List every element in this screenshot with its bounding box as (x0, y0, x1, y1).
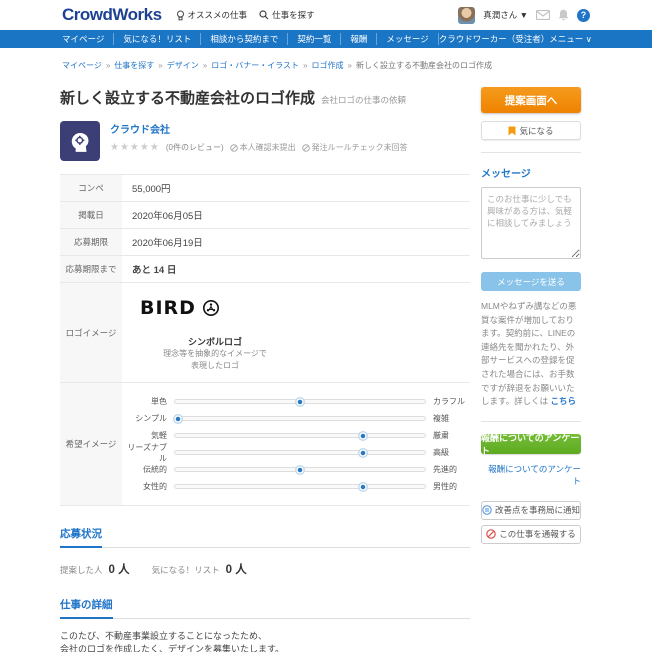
crumb-logo-creation[interactable]: ロゴ作成 (311, 61, 344, 70)
slider-knob[interactable] (357, 430, 368, 441)
not-answered-icon (301, 143, 310, 152)
nav-rewards[interactable]: 報酬 (341, 33, 378, 45)
application-status-heading: 応募状況 (60, 524, 470, 548)
report-job-button[interactable]: この仕事を通報する (481, 524, 581, 544)
lightbulb-icon (176, 10, 185, 21)
logo-mark-icon (202, 300, 219, 316)
recommended-jobs-link[interactable]: オススメの仕事 (176, 9, 247, 21)
crumb-mypage[interactable]: マイページ (62, 61, 102, 70)
crumb-logo-banner[interactable]: ロゴ・バナー・イラスト (211, 61, 300, 70)
notify-improvement-button[interactable]: 改善点を事務局に通知 (481, 500, 581, 520)
slider-color: 単色 カラフル (151, 396, 465, 407)
page-title: 新しく設立する不動産会社のロゴ作成 会社ロゴの仕事の依頼 (60, 90, 407, 107)
slider-formality: 気軽 厳粛 (151, 430, 449, 441)
mlm-warning-text: MLMやねずみ講などの悪質な案件が増加しております。契約前に、LINEの連絡先を… (481, 301, 577, 407)
mail-icon[interactable] (536, 10, 550, 20)
not-verified-icon (229, 143, 238, 152)
rating-stars: ★★★★★ (110, 142, 160, 153)
user-menu[interactable]: 真潤さん ▼ (483, 10, 528, 20)
slider-knob[interactable] (357, 447, 368, 458)
slider-complexity: シンプル 複雑 (135, 413, 449, 424)
table-row-days-left: 応募期限まで あと 14 日 (60, 256, 470, 283)
divider (481, 420, 581, 422)
slider-knob[interactable] (295, 464, 305, 475)
slider-knob[interactable] (357, 481, 368, 492)
job-info-table: コンペ 55,000円 掲載日 2020年06月05日 応募期限 2020年06… (60, 174, 470, 506)
slider-modernity: 伝統的 先進的 (143, 464, 457, 475)
propose-button[interactable]: 提案画面へ (481, 87, 581, 113)
send-message-button[interactable]: メッセージを送る (481, 272, 581, 291)
client-avatar[interactable] (60, 121, 100, 161)
identity-badge: 本人確認未提出 (229, 142, 296, 153)
favorite-button[interactable]: 気になる (481, 121, 581, 140)
favorited-count: 気になる！リスト 0 人 (151, 564, 247, 576)
slider-luxury: リーズナブル 高級 (127, 442, 449, 463)
top-header: CrowdWorks オススメの仕事 仕事を探す 真潤さん ▼ ? (0, 0, 652, 30)
client-block: クラウド会社 ★★★★★ (0件のレビュー) 本人確認未提出 発注ルールチェック… (60, 121, 470, 161)
table-row-posted: 掲載日 2020年06月05日 (60, 202, 470, 229)
nav-messages[interactable]: メッセージ (377, 33, 439, 45)
message-heading: メッセージ (481, 169, 531, 180)
search-jobs-link[interactable]: 仕事を探す (259, 9, 315, 21)
slider-knob[interactable] (172, 413, 183, 424)
nav-favorites[interactable]: 気になる！リスト (114, 33, 202, 45)
table-row-type: コンペ 55,000円 (60, 175, 470, 202)
message-input[interactable] (481, 187, 581, 259)
bell-icon[interactable] (558, 9, 569, 21)
breadcrumb: マイページ » 仕事を探す » デザイン » ロゴ・バナー・イラスト » ロゴ作… (62, 61, 492, 70)
search-icon (259, 10, 269, 20)
job-detail-text: このたび、不動産事業設立することになったため、 会社のロゴを作成したく、デザイン… (60, 631, 285, 652)
proposed-count: 提案した人 0 人 (60, 564, 130, 576)
help-icon[interactable]: ? (577, 8, 590, 22)
review-count: (0件のレビュー) (165, 143, 224, 152)
crumb-current: 新しく設立する不動産会社のロゴ作成 (355, 61, 492, 70)
crumb-design[interactable]: デザイン (166, 61, 199, 70)
reward-survey-button[interactable]: 報酬についてのアンケート (481, 432, 581, 456)
crowdworks-logo[interactable]: CrowdWorks (62, 5, 162, 24)
table-row-deadline: 応募期限 2020年06月19日 (60, 229, 470, 256)
order-rule-badge: 発注ルールチェック未回答 (301, 142, 408, 153)
divider (481, 152, 581, 153)
table-row-logo-image: ロゴイメージ BIRD シンボルロゴ 理念 (60, 283, 470, 383)
nav-mypage[interactable]: マイページ (62, 33, 115, 45)
details-link[interactable]: こちら (550, 396, 577, 407)
feedback-icon (482, 505, 492, 515)
slider-gender: 女性的 男性的 (143, 481, 457, 492)
client-name-link[interactable]: クラウド会社 (110, 125, 170, 136)
report-icon (486, 529, 497, 540)
job-detail-heading: 仕事の詳細 (60, 595, 470, 619)
slider-knob[interactable] (295, 396, 305, 407)
table-row-desired-image: 希望イメージ 単色 カラフル シンプル 複雑 気軽 (60, 383, 470, 506)
title-suffix: 会社ロゴの仕事の依頼 (321, 95, 407, 105)
crumb-search[interactable]: 仕事を探す (114, 61, 155, 70)
reward-survey-link[interactable]: 報酬についてのアンケート (488, 463, 581, 486)
logo-sample-image: BIRD (140, 297, 460, 319)
nav-consult-to-contract[interactable]: 相談から契約まで (201, 33, 289, 45)
worker-menu-dropdown[interactable]: クラウドワーカー（受注者）メニュー ∨ (438, 34, 592, 44)
nav-contract-list[interactable]: 契約一覧 (288, 33, 342, 45)
main-navbar: マイページ 気になる！リスト 相談から契約まで 契約一覧 報酬 メッセージ クラ… (0, 30, 652, 48)
logo-type-label: シンボルロゴ (187, 337, 242, 347)
user-avatar[interactable] (458, 6, 476, 24)
bookmark-icon (508, 126, 516, 135)
